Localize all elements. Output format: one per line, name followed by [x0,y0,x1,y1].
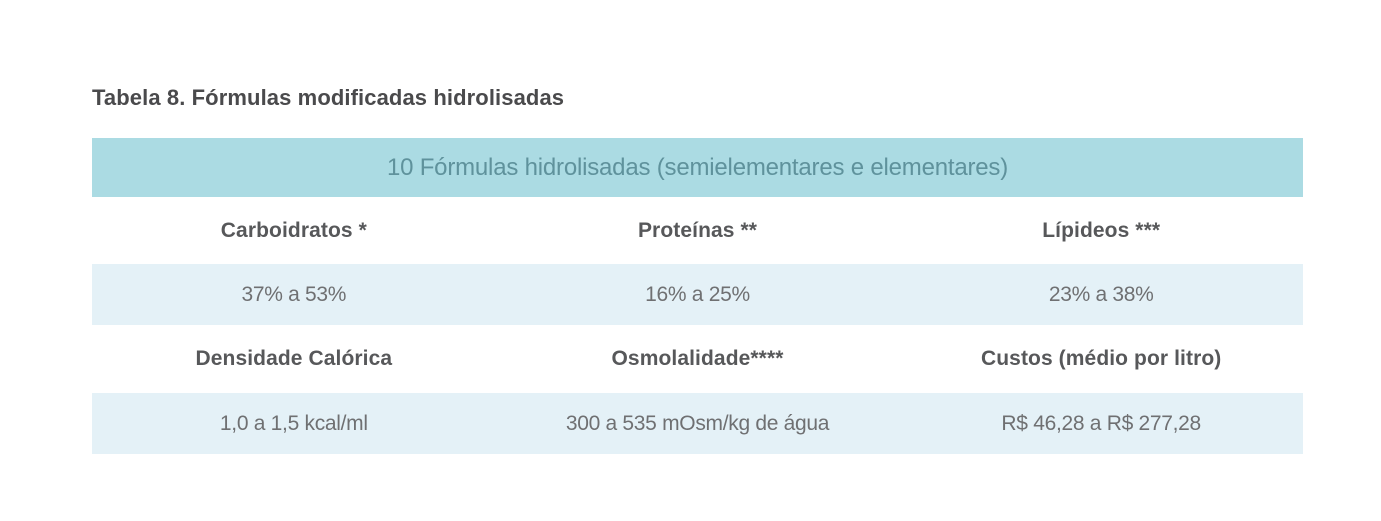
table-caption: Tabela 8. Fórmulas modificadas hidrolisa… [92,85,565,110]
value-cell-osmolality: 300 a 535 mOsm/kg de água [565,411,830,435]
label-cell-proteins: Proteínas ** [637,218,758,242]
value-cell-costs: R$ 46,28 a R$ 277,28 [1001,411,1201,435]
value-cell-lipids: 23% a 38% [1048,282,1154,306]
table-row-property-values: 1,0 a 1,5 kcal/ml 300 a 535 mOsm/kg de á… [92,393,1303,454]
value-cell-carbohydrates: 37% a 53% [241,282,347,306]
value-cell-proteins: 16% a 25% [645,282,750,306]
table-row-macronutrient-labels: Carboidratos * Proteínas ** Lípideos *** [92,197,1303,264]
label-cell-caloric-density: Densidade Calórica [195,347,393,370]
table-header-title: 10 Fórmulas hidrolisadas (semielementare… [386,153,1009,181]
table-header-band: 10 Fórmulas hidrolisadas (semielementare… [92,138,1303,197]
table-row-macronutrient-values: 37% a 53% 16% a 25% 23% a 38% [92,264,1303,325]
label-cell-osmolality: Osmolalidade**** [611,347,784,370]
label-cell-costs: Custos (médio por litro) [980,347,1222,370]
label-cell-lipids: Lípideos *** [1042,218,1161,242]
value-cell-caloric-density: 1,0 a 1,5 kcal/ml [219,411,368,435]
formulas-table: 10 Fórmulas hidrolisadas (semielementare… [92,138,1303,454]
table-row-property-labels: Densidade Calórica Osmolalidade**** Cust… [92,325,1303,393]
label-cell-carbohydrates: Carboidratos * [220,218,367,242]
